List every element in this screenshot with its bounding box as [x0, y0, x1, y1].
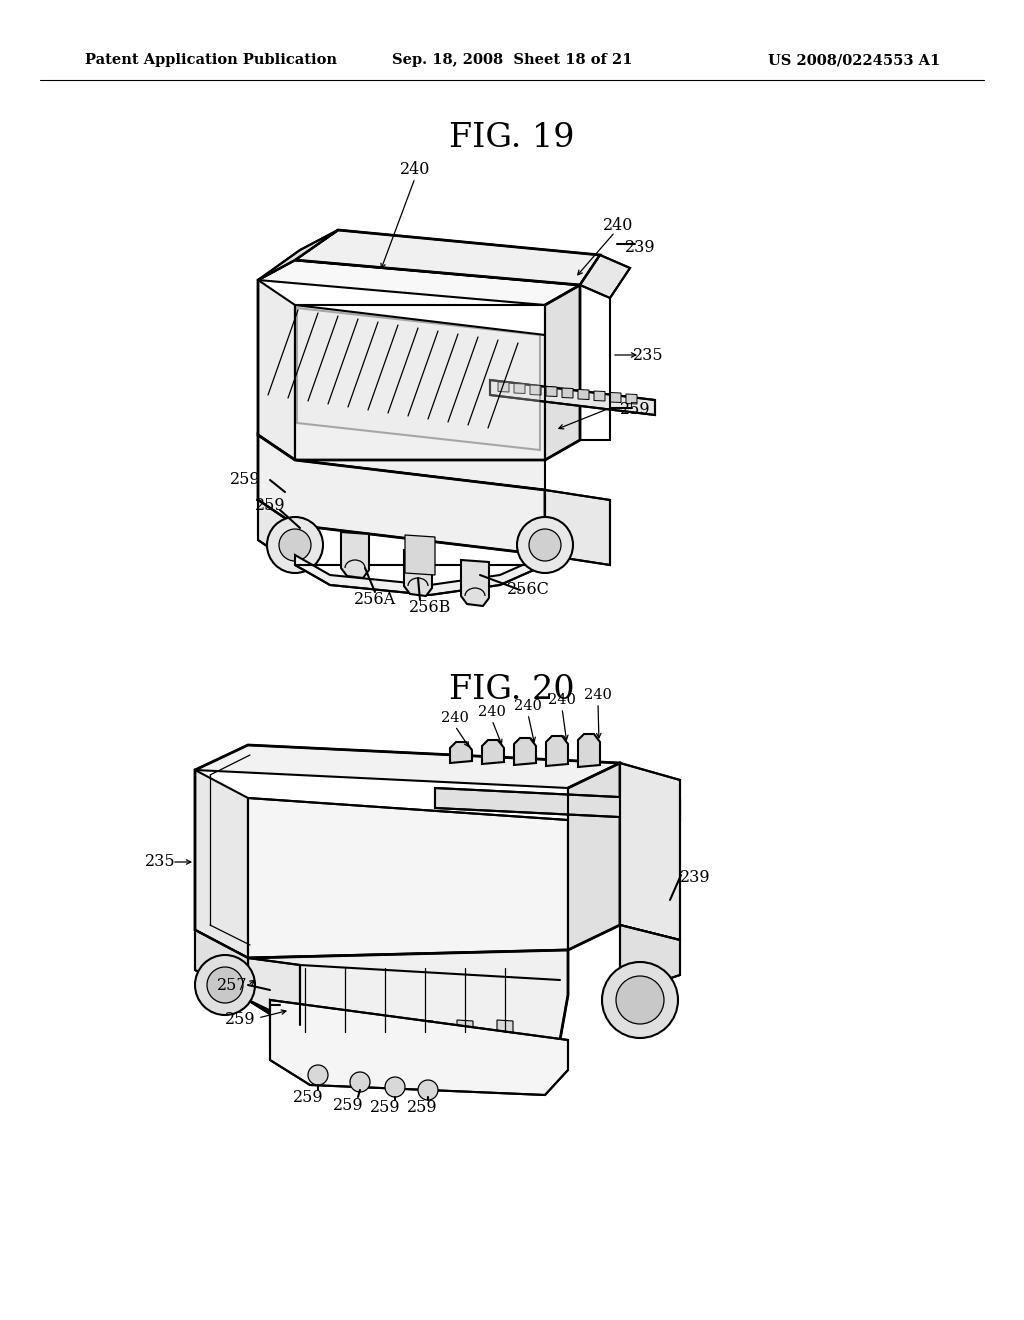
- Text: 240: 240: [514, 700, 542, 713]
- Text: 259: 259: [255, 496, 286, 513]
- Polygon shape: [490, 380, 655, 414]
- Polygon shape: [530, 385, 541, 395]
- Text: US 2008/0224553 A1: US 2008/0224553 A1: [768, 53, 940, 67]
- Circle shape: [207, 968, 243, 1003]
- Circle shape: [517, 517, 573, 573]
- Circle shape: [350, 1072, 370, 1092]
- Polygon shape: [297, 308, 540, 450]
- Circle shape: [616, 975, 664, 1024]
- Text: 240: 240: [548, 693, 575, 708]
- Text: FIG. 20: FIG. 20: [450, 675, 574, 706]
- Polygon shape: [195, 744, 620, 788]
- Text: Patent Application Publication: Patent Application Publication: [85, 53, 337, 67]
- Polygon shape: [297, 1020, 313, 1048]
- Polygon shape: [545, 490, 610, 565]
- Polygon shape: [514, 384, 525, 393]
- Polygon shape: [248, 958, 300, 1026]
- Polygon shape: [457, 1020, 473, 1048]
- Text: 259: 259: [370, 1100, 400, 1117]
- Polygon shape: [195, 770, 248, 958]
- Text: 239: 239: [625, 239, 655, 256]
- Polygon shape: [258, 230, 338, 280]
- Polygon shape: [594, 391, 605, 401]
- Polygon shape: [248, 799, 568, 979]
- Circle shape: [385, 1077, 406, 1097]
- Polygon shape: [341, 532, 369, 578]
- Polygon shape: [626, 393, 637, 404]
- Circle shape: [602, 962, 678, 1038]
- Polygon shape: [270, 1001, 560, 1074]
- Polygon shape: [295, 554, 545, 595]
- Text: 259: 259: [293, 1089, 324, 1106]
- Text: 239: 239: [680, 870, 711, 887]
- Text: 257: 257: [217, 977, 248, 994]
- Circle shape: [529, 529, 561, 561]
- Polygon shape: [195, 931, 248, 998]
- Polygon shape: [406, 535, 435, 576]
- Text: 259: 259: [229, 471, 260, 488]
- Polygon shape: [562, 388, 573, 399]
- Polygon shape: [578, 734, 600, 767]
- Text: 259: 259: [620, 401, 650, 418]
- Polygon shape: [295, 305, 545, 490]
- Text: 259: 259: [407, 1100, 437, 1117]
- Text: 240: 240: [399, 161, 430, 178]
- Text: 259: 259: [333, 1097, 364, 1114]
- Polygon shape: [482, 741, 504, 764]
- Polygon shape: [514, 738, 536, 766]
- Polygon shape: [580, 255, 630, 298]
- Polygon shape: [258, 280, 295, 459]
- Polygon shape: [417, 1020, 433, 1048]
- Circle shape: [418, 1080, 438, 1100]
- Text: 235: 235: [144, 854, 175, 870]
- Polygon shape: [248, 950, 568, 1040]
- Polygon shape: [270, 1001, 568, 1096]
- Text: 240: 240: [584, 688, 612, 702]
- Polygon shape: [404, 550, 432, 597]
- Polygon shape: [258, 500, 295, 565]
- Circle shape: [308, 1065, 328, 1085]
- Polygon shape: [568, 763, 620, 950]
- Polygon shape: [610, 392, 621, 403]
- Polygon shape: [498, 381, 509, 392]
- Polygon shape: [545, 285, 580, 459]
- Polygon shape: [620, 763, 680, 940]
- Polygon shape: [546, 387, 557, 396]
- Text: FIG. 19: FIG. 19: [450, 121, 574, 154]
- Circle shape: [267, 517, 323, 573]
- Polygon shape: [435, 788, 680, 820]
- Circle shape: [195, 954, 255, 1015]
- Circle shape: [279, 529, 311, 561]
- Text: Sep. 18, 2008  Sheet 18 of 21: Sep. 18, 2008 Sheet 18 of 21: [392, 53, 632, 67]
- Polygon shape: [461, 560, 489, 606]
- Polygon shape: [620, 925, 680, 985]
- Text: 259: 259: [224, 1011, 255, 1028]
- Polygon shape: [258, 260, 580, 305]
- Text: 256B: 256B: [409, 599, 452, 616]
- Polygon shape: [497, 1020, 513, 1048]
- Polygon shape: [377, 1020, 393, 1048]
- Polygon shape: [258, 436, 545, 554]
- Text: 240: 240: [441, 711, 469, 725]
- Polygon shape: [450, 742, 472, 763]
- Text: 240: 240: [478, 705, 506, 719]
- Text: 256A: 256A: [354, 591, 396, 609]
- Text: 235: 235: [633, 346, 664, 363]
- Polygon shape: [337, 1020, 353, 1048]
- Text: 256C: 256C: [507, 582, 550, 598]
- Polygon shape: [578, 389, 589, 400]
- Polygon shape: [546, 737, 568, 766]
- Polygon shape: [295, 230, 600, 285]
- Text: 240: 240: [603, 216, 633, 234]
